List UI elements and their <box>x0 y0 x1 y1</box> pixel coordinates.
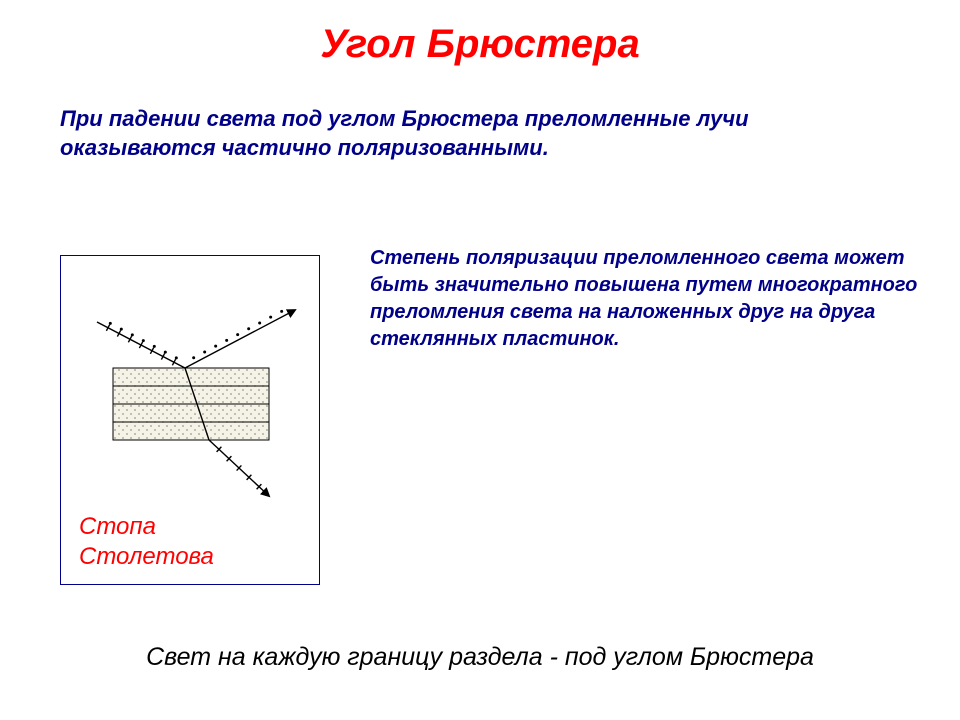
page: Угол Брюстера При падении света под угло… <box>0 0 960 720</box>
page-title: Угол Брюстера <box>0 22 960 67</box>
stoletov-stack-diagram <box>69 264 313 504</box>
diagram-label-line1: Стопа <box>79 513 156 540</box>
bottom-caption: Свет на каждую границу раздела - под угл… <box>0 643 960 672</box>
side-paragraph: Степень поляризации преломленного света … <box>370 245 930 353</box>
diagram-label-line2: Столетова <box>79 543 214 570</box>
intro-paragraph: При падении света под углом Брюстера пре… <box>60 105 880 162</box>
diagram-frame: Стопа Столетова <box>60 255 320 585</box>
diagram-label: Стопа Столетова <box>79 512 214 572</box>
